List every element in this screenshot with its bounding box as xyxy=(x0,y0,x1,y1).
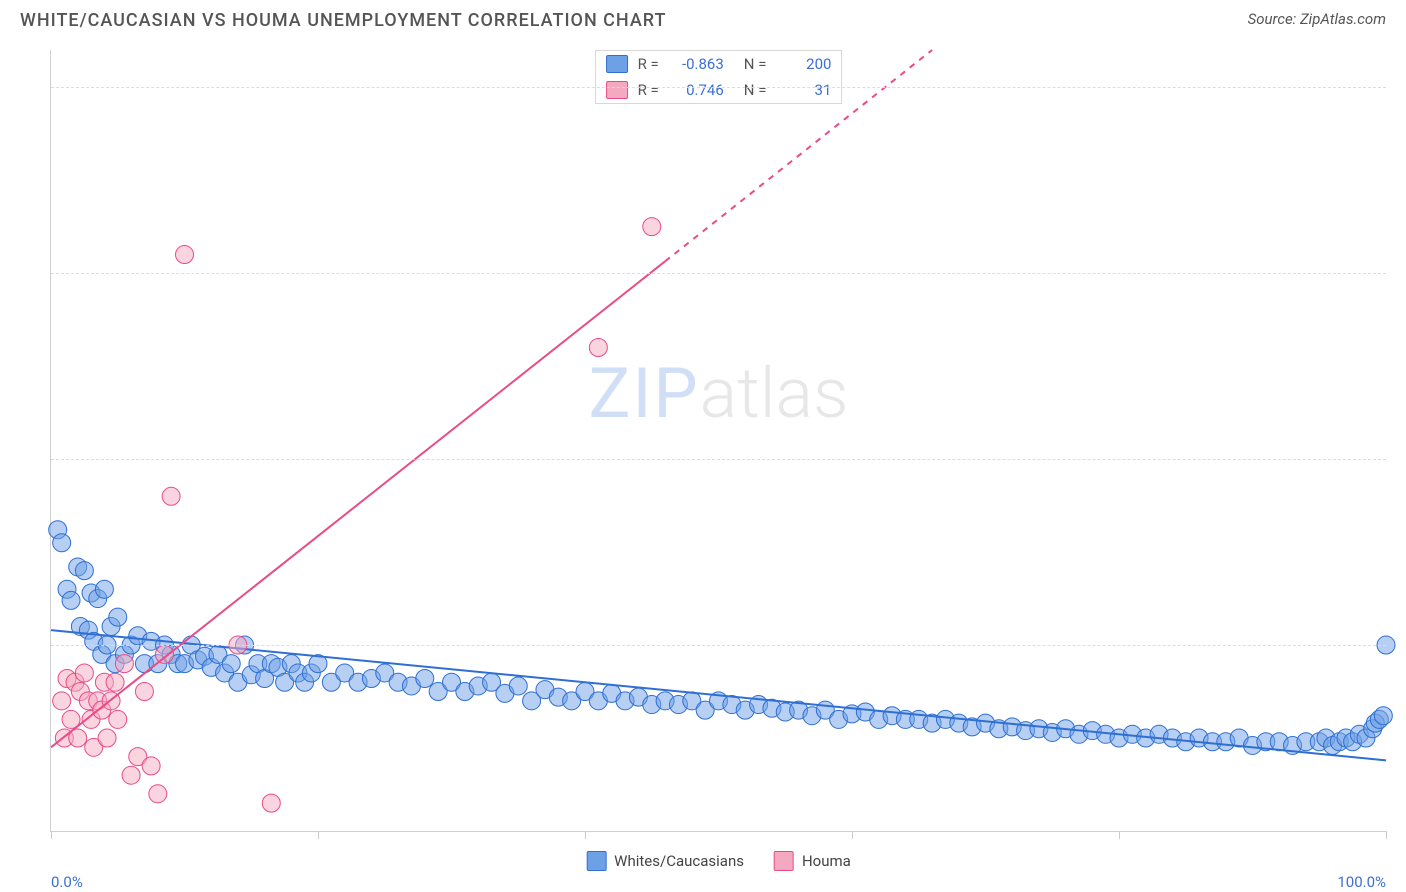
chart-title: WHITE/CAUCASIAN VS HOUMA UNEMPLOYMENT CO… xyxy=(20,10,667,31)
data-point xyxy=(95,580,113,598)
data-point xyxy=(222,655,240,673)
data-point xyxy=(122,766,140,784)
legend-swatch xyxy=(586,851,606,871)
x-tick xyxy=(1386,831,1387,839)
chart-plot-area: ZIPatlas R =-0.863N =200R =0.746N =31 Wh… xyxy=(50,50,1386,832)
legend-item: Whites/Caucasians xyxy=(586,851,744,871)
x-tick xyxy=(318,831,319,839)
data-point xyxy=(53,692,71,710)
scatter-svg xyxy=(51,50,1386,831)
stats-value-n: 200 xyxy=(776,55,831,73)
gridline xyxy=(51,273,1386,274)
gridline xyxy=(51,645,1386,646)
legend-item: Houma xyxy=(774,851,851,871)
data-point xyxy=(162,487,180,505)
x-tick xyxy=(1119,831,1120,839)
data-point xyxy=(643,218,661,236)
data-point xyxy=(106,673,124,691)
stats-row: R = -0.863 N = 200 xyxy=(596,51,842,77)
data-point xyxy=(262,794,280,812)
data-point xyxy=(176,246,194,264)
x-tick-label: 0.0% xyxy=(51,873,83,891)
data-point xyxy=(416,670,434,688)
x-tick xyxy=(852,831,853,839)
legend-swatch xyxy=(606,81,628,99)
legend-swatch xyxy=(774,851,794,871)
stats-value-n: 31 xyxy=(776,81,831,99)
correlation-stats-box: R = -0.863 N = 200 R = 0.746 N = 31 xyxy=(595,50,843,104)
data-point xyxy=(509,677,527,695)
gridline xyxy=(51,459,1386,460)
gridline xyxy=(51,87,1386,88)
data-point xyxy=(589,339,607,357)
legend-label: Whites/Caucasians xyxy=(614,852,744,870)
data-point xyxy=(75,562,93,580)
data-point xyxy=(115,655,133,673)
data-point xyxy=(75,664,93,682)
source-attribution: Source: ZipAtlas.com xyxy=(1248,10,1386,28)
stats-label-n: N = xyxy=(744,55,767,73)
x-tick xyxy=(585,831,586,839)
data-point xyxy=(109,710,127,728)
stats-row: R = 0.746 N = 31 xyxy=(596,77,842,103)
data-point xyxy=(142,757,160,775)
data-point xyxy=(53,534,71,552)
stats-label-r: R = xyxy=(638,81,659,99)
data-point xyxy=(62,591,80,609)
stats-label-r: R = xyxy=(638,55,659,73)
data-point xyxy=(1374,707,1392,725)
data-point xyxy=(135,683,153,701)
x-tick xyxy=(51,831,52,839)
legend-swatch xyxy=(606,55,628,73)
legend-label: Houma xyxy=(802,852,851,870)
bottom-legend: Whites/Caucasians Houma xyxy=(586,851,851,871)
data-point xyxy=(149,785,167,803)
stats-value-r: -0.863 xyxy=(669,55,724,73)
x-tick-label: 100.0% xyxy=(1337,873,1386,891)
stats-label-n: N = xyxy=(744,81,767,99)
data-point xyxy=(98,729,116,747)
data-point xyxy=(155,645,173,663)
data-point xyxy=(109,608,127,626)
trend-line xyxy=(51,630,1386,760)
stats-value-r: 0.746 xyxy=(669,81,724,99)
